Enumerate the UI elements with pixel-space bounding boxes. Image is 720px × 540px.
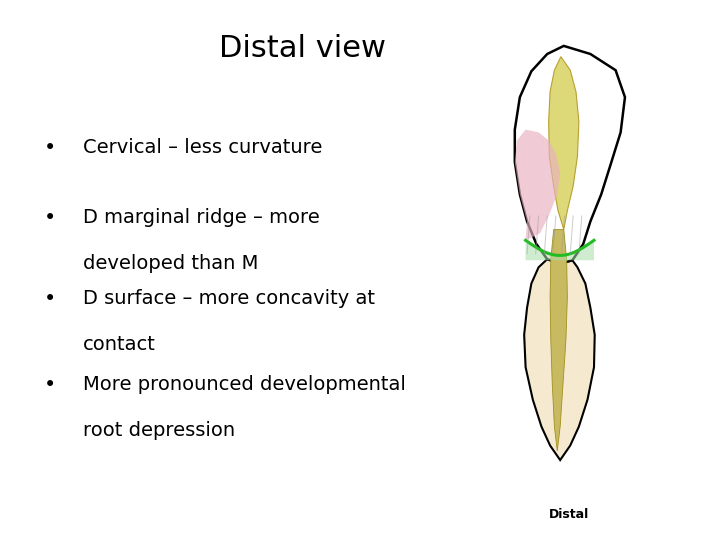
Polygon shape — [550, 230, 567, 451]
Polygon shape — [526, 240, 594, 260]
Text: Distal view: Distal view — [219, 34, 386, 63]
Polygon shape — [515, 46, 625, 264]
Text: •: • — [44, 289, 57, 309]
Text: Distal: Distal — [549, 508, 589, 521]
Text: contact: contact — [83, 335, 156, 354]
Polygon shape — [524, 259, 595, 460]
Text: Cervical – less curvature: Cervical – less curvature — [83, 138, 322, 157]
Text: D marginal ridge – more: D marginal ridge – more — [83, 208, 320, 227]
Text: developed than M: developed than M — [83, 254, 258, 273]
Text: More pronounced developmental: More pronounced developmental — [83, 375, 405, 394]
Polygon shape — [549, 57, 579, 230]
Text: root depression: root depression — [83, 421, 235, 440]
Text: D surface – more concavity at: D surface – more concavity at — [83, 289, 375, 308]
Polygon shape — [515, 130, 560, 240]
Text: •: • — [44, 208, 57, 228]
Text: •: • — [44, 138, 57, 158]
Text: •: • — [44, 375, 57, 395]
